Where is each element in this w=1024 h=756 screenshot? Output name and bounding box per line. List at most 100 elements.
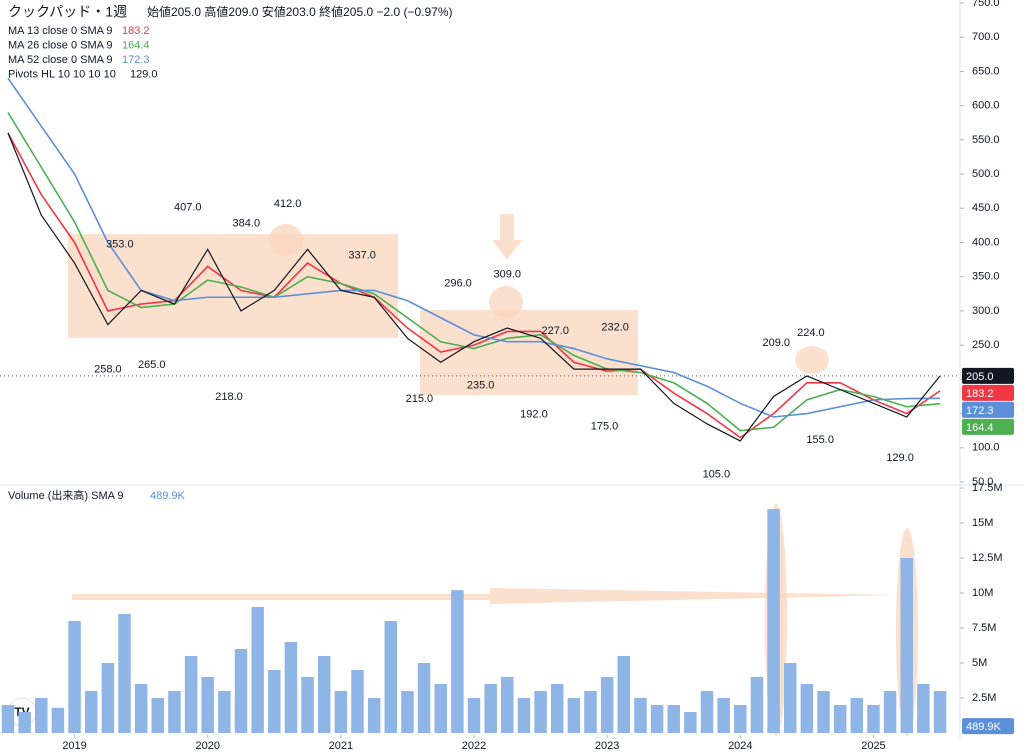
y-tick-label: 650.0 (972, 65, 1000, 77)
y-tick-label: 550.0 (972, 134, 1000, 146)
x-tick-label: 2019 (62, 740, 86, 752)
pivot-label: 155.0 (806, 434, 834, 446)
legend-value: 172.3 (122, 54, 150, 66)
volume-bar (534, 691, 547, 733)
price-tag (962, 718, 1014, 735)
pivot-label: 296.0 (444, 278, 472, 290)
volume-bar (317, 656, 331, 733)
volume-bar (268, 670, 281, 733)
price-line (7, 132, 941, 442)
volume-bar (800, 684, 814, 733)
price-tag (962, 367, 1014, 384)
volume-bar (501, 677, 514, 733)
volume-bar (434, 684, 447, 733)
volume-bar (151, 698, 165, 733)
legend-label: MA 26 close 0 SMA 9 (8, 39, 113, 51)
volume-bar (467, 698, 481, 733)
y-tick-label: 250.0 (972, 339, 1000, 351)
y-tick-label: 750.0 (972, 0, 1000, 9)
pivot-label: 235.0 (467, 379, 495, 391)
volume-bar (451, 590, 464, 733)
pivot-label: 192.0 (520, 409, 548, 421)
volume-bar (667, 705, 680, 733)
x-tick-label: 2021 (329, 740, 353, 752)
pivot-label: 412.0 (274, 198, 302, 210)
volume-bar (284, 642, 298, 733)
pivot-label: 353.0 (106, 239, 134, 251)
y-tick-label: 500.0 (972, 168, 1000, 180)
pivot-label: 265.0 (138, 359, 166, 371)
volume-bar (900, 558, 913, 733)
volume-bar (650, 705, 664, 733)
price-tag-label: 205.0 (966, 371, 994, 383)
pivot-label: 384.0 (233, 217, 261, 229)
y-tick-label: 50.0 (972, 476, 993, 488)
legend-value: 129.0 (130, 68, 158, 80)
x-tick-label: 2020 (195, 740, 219, 752)
legend-value: 183.2 (122, 25, 150, 37)
volume-bar (334, 691, 348, 733)
volume-bar (767, 509, 780, 733)
volume-bar (184, 656, 198, 733)
y-tick-label: 15M (972, 517, 993, 529)
volume-bar (600, 677, 614, 733)
volume-bar (517, 698, 531, 733)
y-tick-label: 17.5M (972, 482, 1003, 494)
volume-bar (883, 691, 897, 733)
pivot-label: 337.0 (348, 250, 376, 262)
highlight-circle (795, 346, 829, 374)
y-tick-label: 450.0 (972, 202, 1000, 214)
volume-bar (301, 677, 314, 733)
volume-bar (684, 712, 697, 733)
volume-bar (218, 691, 231, 733)
volume-bar (734, 705, 747, 733)
pivot-label: 224.0 (797, 327, 825, 339)
volume-bar (234, 649, 248, 733)
y-tick-label: 2.5M (972, 692, 996, 704)
y-tick-label: 400.0 (972, 236, 1000, 248)
x-tick-label: 2024 (728, 740, 752, 752)
ma-line (7, 112, 941, 432)
y-tick-label: 600.0 (972, 100, 1000, 112)
ohlc-summary: 始値205.0 高値209.0 安値203.0 終値205.0 −2.0 (−0… (147, 4, 453, 19)
highlight-arrow (492, 214, 522, 260)
legend-value: 164.4 (122, 39, 150, 51)
pivot-label: 227.0 (541, 325, 569, 337)
pivot-label: 218.0 (215, 391, 243, 403)
volume-bar (567, 698, 581, 733)
x-tick-label: 2023 (595, 740, 619, 752)
volume-bar (351, 670, 364, 733)
ma-line (7, 132, 941, 439)
highlight-circle (269, 224, 303, 256)
price-tag-label: 489.9K (966, 721, 1002, 733)
chart-title: クックパッド・1週 (8, 4, 127, 20)
volume-bar (617, 656, 631, 733)
volume-bar (51, 707, 65, 733)
volume-bar (118, 614, 131, 733)
volume-bar (68, 621, 81, 733)
y-tick-label: 10M (972, 587, 993, 599)
legend-label: MA 52 close 0 SMA 9 (8, 54, 113, 66)
y-tick-label: 12.5M (972, 552, 1003, 564)
pivot-label: 232.0 (601, 321, 629, 333)
volume-bar (1, 705, 15, 733)
volume-sma-value: 489.9K (150, 490, 186, 502)
legend-label: MA 13 close 0 SMA 9 (8, 25, 113, 37)
pivot-label: 309.0 (494, 269, 522, 281)
volume-bar (35, 698, 48, 733)
volume-bar (84, 691, 98, 733)
pivot-label: 215.0 (406, 393, 434, 405)
price-tag (962, 384, 1014, 401)
y-tick-label: 700.0 (972, 31, 1000, 43)
pivot-label: 407.0 (174, 202, 202, 214)
pivot-label: 105.0 (703, 468, 731, 480)
volume-bar (817, 691, 830, 733)
pivot-label: 258.0 (94, 364, 122, 376)
pivot-label: 129.0 (886, 452, 914, 464)
volume-bar (18, 712, 31, 733)
price-tag-label: 183.2 (966, 388, 994, 400)
price-tag (962, 418, 1014, 435)
price-tag-label: 164.4 (966, 422, 994, 434)
volume-bar (584, 691, 597, 733)
